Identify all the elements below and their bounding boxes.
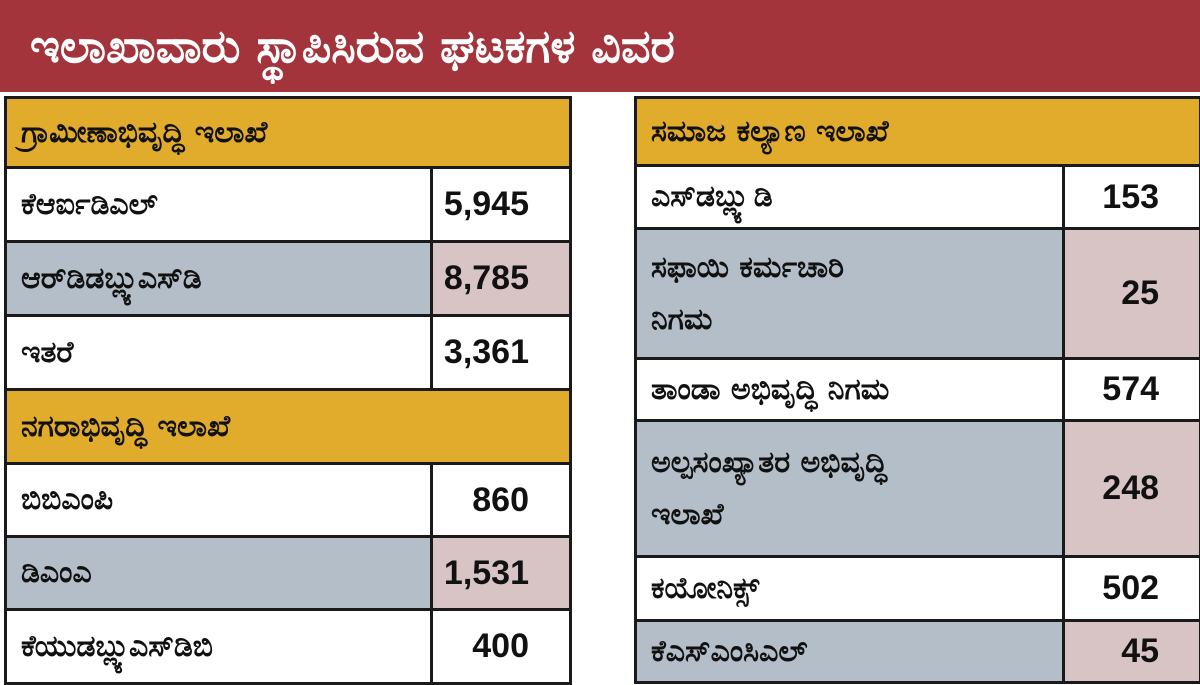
- table-row: ಕಯೋನಿಕ್ಸ್ 502: [636, 557, 1200, 621]
- row-label: ಡಿಎಂಎ: [6, 537, 432, 610]
- table-row: ತಾಂಡಾ ಅಭಿವೃದ್ಧಿ ನಿಗಮ 574: [636, 359, 1200, 421]
- right-table: ಸಮಾಜ ಕಲ್ಯಾಣ ಇಲಾಖೆ ಎಸ್‌ಡಬ್ಲ್ಯುಡಿ 153 ಸಫಾಯ…: [634, 96, 1200, 684]
- row-label: ತಾಂಡಾ ಅಭಿವೃದ್ಧಿ ನಿಗಮ: [636, 359, 1064, 421]
- table-row: ಕೆಯುಡಬ್ಲ್ಯುಎಸ್‌ಡಿಬಿ 400: [6, 610, 571, 684]
- row-value: 400: [432, 610, 571, 684]
- row-label: ಕೆಯುಡಬ್ಲ್ಯುಎಸ್‌ಡಿಬಿ: [6, 610, 432, 684]
- row-label-line: ನಿಗಮ: [651, 294, 1062, 346]
- page-title: ಇಲಾಖಾವಾರು ಸ್ಥಾಪಿಸಿರುವ ಘಟಕಗಳ ವಿವರ: [30, 4, 675, 88]
- title-banner: ಇಲಾಖಾವಾರು ಸ್ಥಾಪಿಸಿರುವ ಘಟಕಗಳ ವಿವರ: [0, 0, 1200, 92]
- row-value: 502: [1064, 557, 1200, 621]
- row-label: ಎಸ್‌ಡಬ್ಲ್ಯುಡಿ: [636, 166, 1064, 229]
- row-value: 574: [1064, 359, 1200, 421]
- row-value: 248: [1064, 421, 1200, 557]
- table-row: ಆರ್‌ಡಿಡಬ್ಲ್ಯುಎಸ್‌ಡಿ 8,785: [6, 242, 571, 316]
- table-row: ಸಫಾಯಿ ಕರ್ಮಚಾರಿ ನಿಗಮ 25: [636, 229, 1200, 359]
- row-value: 1,531: [432, 537, 571, 610]
- table-row: ಕೆಆರ್ಐಡಿಎಲ್ 5,945: [6, 168, 571, 242]
- left-table: ಗ್ರಾಮೀಣಾಭಿವೃದ್ಧಿ ಇಲಾಖೆ ಕೆಆರ್ಐಡಿಎಲ್ 5,945…: [4, 96, 572, 685]
- row-label: ಕಯೋನಿಕ್ಸ್: [636, 557, 1064, 621]
- table-row: ಡಿಎಂಎ 1,531: [6, 537, 571, 610]
- row-label-line: ಇಲಾಖೆ: [651, 489, 1062, 541]
- row-label: ಕೆಎಸ್‌ಎಂಸಿಎಲ್: [636, 621, 1064, 683]
- row-value: 25: [1064, 229, 1200, 359]
- row-label: ಬಿಬಿಎಂಪಿ: [6, 464, 432, 537]
- row-label-line: ಸಫಾಯಿ ಕರ್ಮಚಾರಿ: [651, 242, 1062, 294]
- table-row: ಕೆಎಸ್‌ಎಂಸಿಎಲ್ 45: [636, 621, 1200, 683]
- row-label: ಅಲ್ಪಸಂಖ್ಯಾತರ ಅಭಿವೃದ್ಧಿ ಇಲಾಖೆ: [636, 421, 1064, 557]
- row-label: ಸಫಾಯಿ ಕರ್ಮಚಾರಿ ನಿಗಮ: [636, 229, 1064, 359]
- social-welfare-dept-header: ಸಮಾಜ ಕಲ್ಯಾಣ ಇಲಾಖೆ: [636, 98, 1200, 166]
- rural-dept-header: ಗ್ರಾಮೀಣಾಭಿವೃದ್ಧಿ ಇಲಾಖೆ: [6, 98, 571, 168]
- urban-dept-header: ನಗರಾಭಿವೃದ್ಧಿ ಇಲಾಖೆ: [6, 390, 571, 464]
- row-label: ಕೆಆರ್ಐಡಿಎಲ್: [6, 168, 432, 242]
- row-label: ಆರ್‌ಡಿಡಬ್ಲ್ಯುಎಸ್‌ಡಿ: [6, 242, 432, 316]
- table-row: ಎಸ್‌ಡಬ್ಲ್ಯುಡಿ 153: [636, 166, 1200, 229]
- row-value: 3,361: [432, 316, 571, 390]
- table-row: ಅಲ್ಪಸಂಖ್ಯಾತರ ಅಭಿವೃದ್ಧಿ ಇಲಾಖೆ 248: [636, 421, 1200, 557]
- row-value: 153: [1064, 166, 1200, 229]
- table-row: ಇತರೆ 3,361: [6, 316, 571, 390]
- row-label: ಇತರೆ: [6, 316, 432, 390]
- row-value: 5,945: [432, 168, 571, 242]
- table-row: ಬಿಬಿಎಂಪಿ 860: [6, 464, 571, 537]
- row-label-line: ಅಲ್ಪಸಂಖ್ಯಾತರ ಅಭಿವೃದ್ಧಿ: [651, 437, 1062, 489]
- row-value: 860: [432, 464, 571, 537]
- row-value: 45: [1064, 621, 1200, 683]
- row-value: 8,785: [432, 242, 571, 316]
